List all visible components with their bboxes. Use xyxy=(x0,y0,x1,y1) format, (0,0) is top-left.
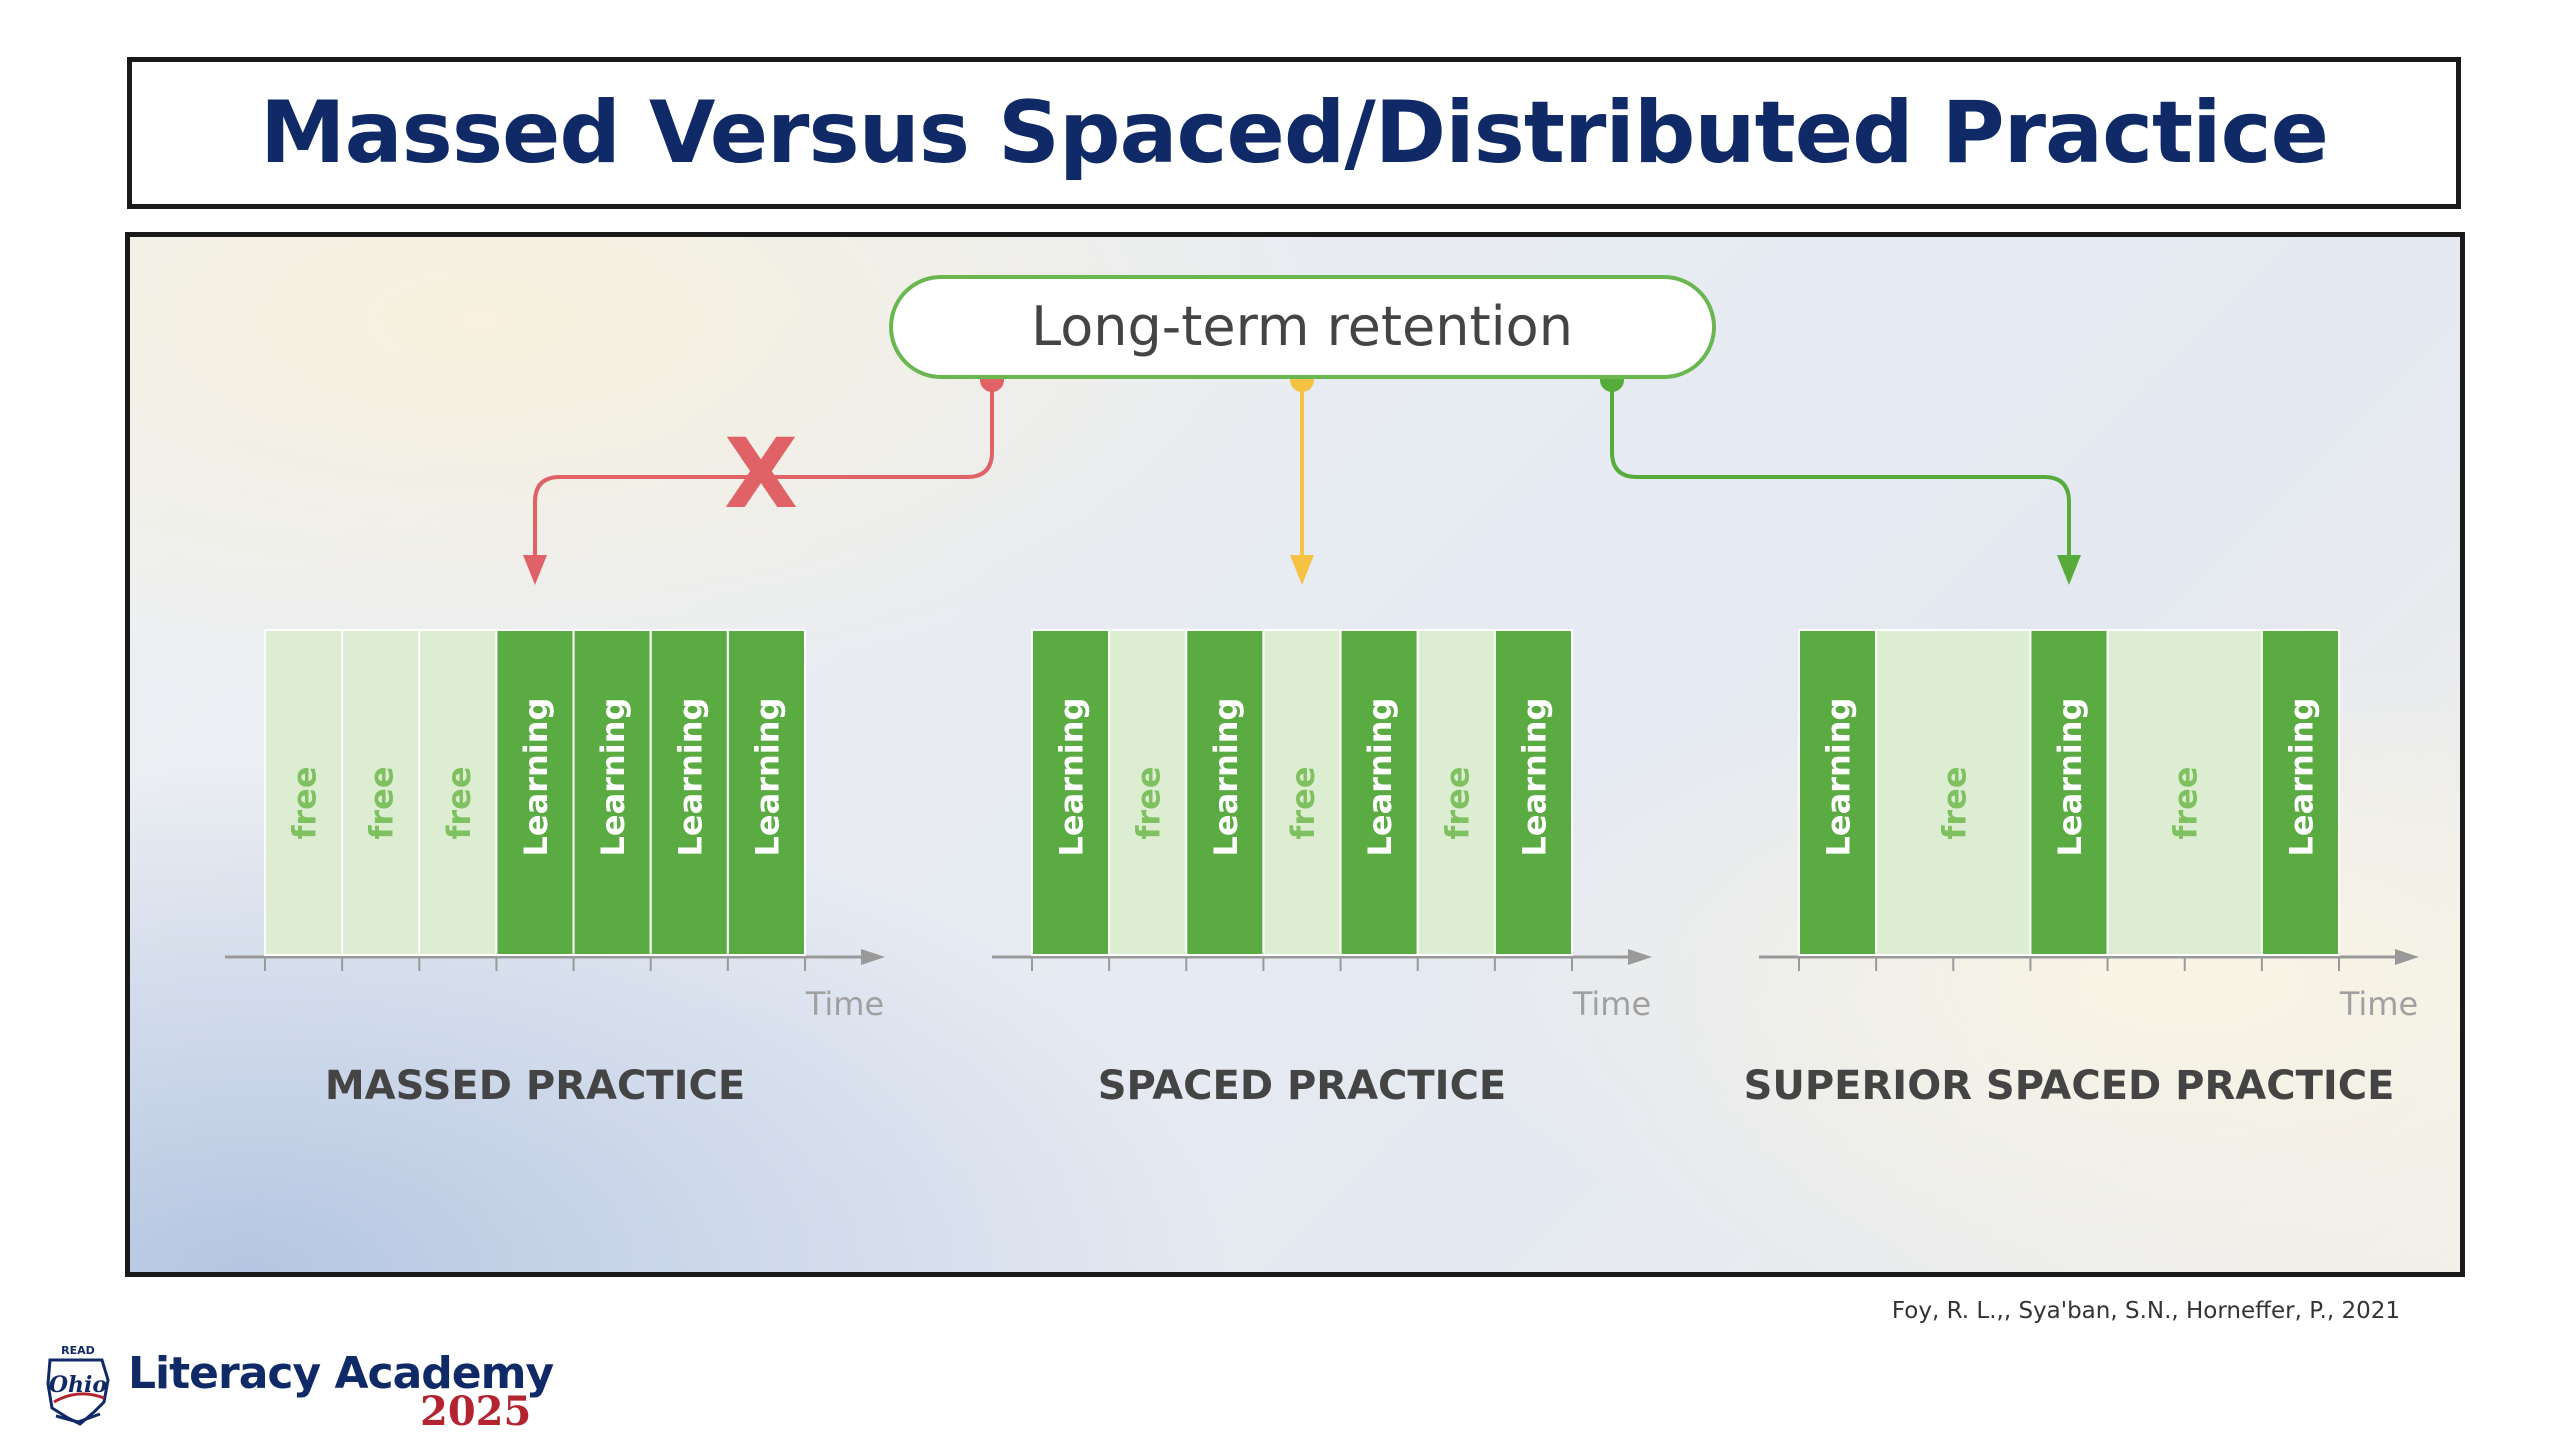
schedule-3: Learning free Learning free Learning Time SUPE… xyxy=(1744,629,2419,1109)
learning-block: Learning xyxy=(2260,629,2341,956)
free-block: free xyxy=(341,629,421,956)
block-label: free xyxy=(363,766,401,839)
axis-label: Time xyxy=(2339,985,2418,1023)
ohio-state-icon: READ Ohio xyxy=(46,1344,110,1426)
schedules-layer: free free free Learning Learning Learning Lear… xyxy=(225,629,2419,1109)
schedule-caption: MASSED PRACTICE xyxy=(325,1063,745,1109)
retention-box: Long-term retention xyxy=(889,275,1716,379)
learning-block: Learning xyxy=(1185,629,1265,956)
schedule-2: Learning free Learning free Learning free Lear… xyxy=(992,629,1652,1109)
block-label: free xyxy=(286,766,324,839)
block-label: Learning xyxy=(1207,698,1245,857)
learning-block: Learning xyxy=(1031,629,1111,956)
free-block: free xyxy=(1875,629,2032,956)
block-label: Learning xyxy=(2051,698,2089,857)
block-label: Learning xyxy=(2282,698,2320,857)
connector-green xyxy=(1600,368,2081,585)
blocked-x-icon: X xyxy=(724,418,798,530)
connector-line xyxy=(1610,380,2071,567)
learning-block: Learning xyxy=(1339,629,1419,956)
learning-block: Learning xyxy=(2029,629,2109,956)
axis-arrow-icon xyxy=(1628,949,1652,965)
connector-yellow xyxy=(1290,368,1314,585)
axis-label: Time xyxy=(1572,985,1651,1023)
block-label: free xyxy=(1438,766,1476,839)
logo-year: 2025 xyxy=(420,1388,532,1435)
logo-state-text: Ohio xyxy=(49,1372,107,1398)
citation: Foy, R. L.,, Sya'ban, S.N., Horneffer, P… xyxy=(1891,1298,2400,1324)
connector-line xyxy=(533,380,994,567)
title-box: Massed Versus Spaced/Distributed Practic… xyxy=(127,57,2461,209)
axis-label: Time xyxy=(805,985,884,1023)
block-label: Learning xyxy=(1361,698,1399,857)
learning-block: Learning xyxy=(495,629,575,956)
learning-block: Learning xyxy=(726,629,806,956)
retention-label: Long-term retention xyxy=(1031,295,1573,358)
diagram-figure: X Long-term retention free free free Learni… xyxy=(125,232,2465,1277)
logo-name: Literacy Academy xyxy=(128,1348,554,1399)
free-block: free xyxy=(1108,629,1188,956)
free-block: free xyxy=(2106,629,2263,956)
block-label: Learning xyxy=(594,698,632,857)
literacy-academy-logo: READ Ohio Literacy Academy 2025 xyxy=(38,1340,558,1435)
block-label: Learning xyxy=(517,698,555,857)
block-label: free xyxy=(440,766,478,839)
axis-arrow-icon xyxy=(2395,949,2419,965)
arrow-head-icon xyxy=(523,555,547,585)
schedule-1: free free free Learning Learning Learning Lear… xyxy=(225,629,885,1109)
block-label: Learning xyxy=(1820,698,1858,857)
block-label: Learning xyxy=(1053,698,1091,857)
free-block: free xyxy=(418,629,498,956)
arrows-layer: X xyxy=(523,368,2081,585)
arrow-head-icon xyxy=(1290,555,1314,585)
block-label: Learning xyxy=(671,698,709,857)
arrow-head-icon xyxy=(2057,555,2081,585)
axis-arrow-icon xyxy=(861,949,885,965)
free-block: free xyxy=(1416,629,1496,956)
free-block: free xyxy=(264,629,344,956)
block-label: free xyxy=(1130,766,1168,839)
learning-block: Learning xyxy=(572,629,652,956)
schedule-caption: SPACED PRACTICE xyxy=(1098,1063,1507,1109)
block-label: free xyxy=(1284,766,1322,839)
schedule-caption: SUPERIOR SPACED PRACTICE xyxy=(1744,1063,2395,1109)
block-label: free xyxy=(2167,766,2205,839)
learning-block: Learning xyxy=(1798,629,1878,956)
learning-block: Learning xyxy=(649,629,729,956)
learning-block: Learning xyxy=(1493,629,1574,956)
logo-badge-text: READ xyxy=(61,1344,95,1357)
block-label: free xyxy=(1935,766,1973,839)
practice-diagram: X Long-term retention free free free Learni… xyxy=(225,275,2419,1109)
block-label: Learning xyxy=(748,698,786,857)
blocked-marker: X xyxy=(724,418,798,530)
free-block: free xyxy=(1262,629,1342,956)
block-label: Learning xyxy=(1515,698,1553,857)
slide-title: Massed Versus Spaced/Distributed Practic… xyxy=(260,83,2329,183)
